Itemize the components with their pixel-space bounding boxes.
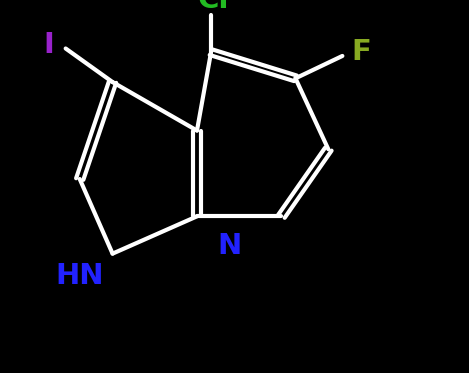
Text: I: I (44, 31, 55, 59)
Text: N: N (218, 232, 242, 260)
Text: HN: HN (55, 262, 104, 290)
Text: Cl: Cl (197, 0, 229, 14)
Text: F: F (351, 38, 371, 66)
